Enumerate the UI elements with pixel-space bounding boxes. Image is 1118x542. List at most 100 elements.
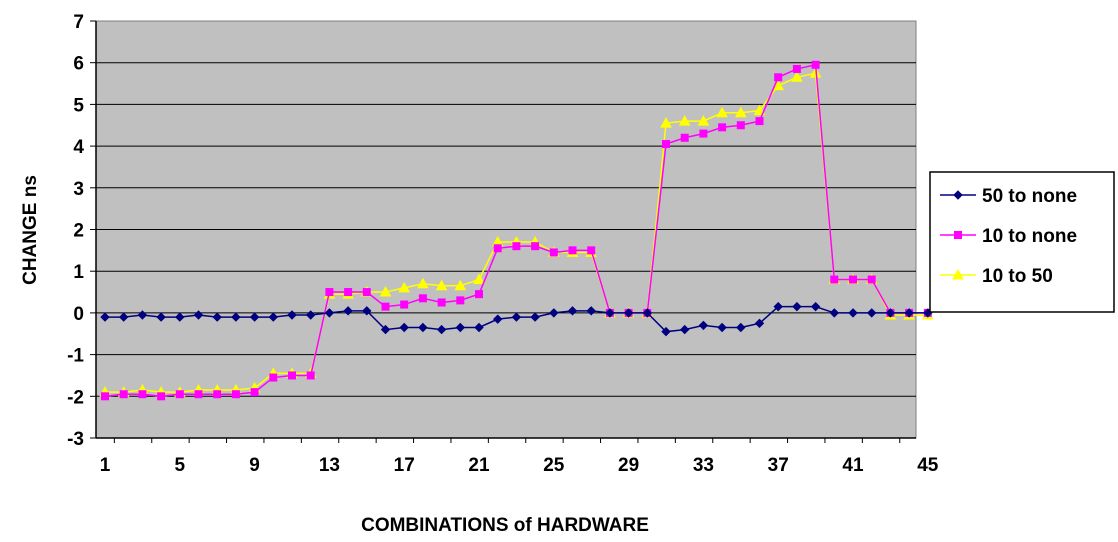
data-point	[100, 312, 110, 322]
data-point	[268, 312, 279, 322]
x-tick-label: 13	[319, 455, 340, 476]
x-tick-label: 33	[693, 455, 714, 476]
data-point	[699, 129, 708, 138]
x-tick-label: 17	[394, 455, 415, 476]
data-point	[753, 104, 766, 116]
data-point	[118, 312, 129, 322]
data-point	[287, 310, 297, 320]
data-point	[157, 392, 166, 401]
data-point	[716, 106, 728, 118]
data-point	[418, 322, 428, 333]
x-axis-tick-labels: 1 5 9 13 17 21 25 29 33 37 41 45	[100, 455, 939, 476]
y-tick-label: 2	[73, 221, 84, 242]
legend-marker	[954, 231, 962, 239]
data-point	[175, 312, 185, 322]
data-point	[231, 390, 240, 399]
data-point	[212, 312, 222, 322]
data-point	[512, 242, 521, 251]
legend: 50 to none 10 to none 10 to 50	[929, 171, 1115, 313]
legend-marker	[952, 268, 964, 280]
series-10-to-none	[101, 60, 932, 401]
y-tick-label: 4	[73, 137, 84, 158]
data-point	[717, 322, 727, 333]
data-point	[269, 373, 278, 382]
data-point	[830, 275, 839, 284]
data-point	[810, 301, 821, 312]
data-point	[193, 310, 204, 320]
legend-label: 10 to 50	[982, 266, 1053, 287]
x-axis-title: COMBINATIONS of HARDWARE	[361, 515, 649, 536]
data-point	[156, 312, 166, 322]
x-tick-label: 41	[842, 455, 864, 476]
x-tick-label: 29	[618, 455, 639, 476]
data-point	[435, 279, 448, 291]
axes	[90, 20, 916, 443]
data-point	[455, 322, 466, 333]
series-lines	[99, 60, 934, 401]
y-tick-label: 1	[73, 262, 84, 283]
data-point	[138, 390, 147, 399]
data-point	[456, 296, 465, 305]
y-tick-label: -3	[67, 429, 84, 450]
data-point	[605, 308, 615, 318]
data-point	[475, 290, 483, 299]
y-axis-tick-labels: -3 -2 -1 0 1 2 3 4 5 6 7	[67, 12, 84, 450]
data-point	[249, 312, 260, 322]
data-point	[362, 306, 372, 316]
data-point	[698, 320, 709, 331]
data-point	[755, 117, 764, 126]
y-tick-label: 0	[73, 304, 84, 325]
data-point	[511, 312, 522, 322]
data-point	[493, 244, 502, 253]
data-point	[454, 279, 467, 291]
data-point	[568, 246, 577, 255]
data-point	[474, 322, 484, 333]
legend-marker	[953, 190, 963, 200]
data-point	[549, 248, 558, 257]
x-tick-label: 9	[249, 455, 260, 476]
data-point	[381, 302, 390, 311]
data-point	[343, 306, 353, 316]
x-tick-label: 5	[175, 455, 186, 476]
data-point	[754, 318, 765, 329]
data-point	[587, 246, 596, 255]
data-point	[399, 322, 409, 333]
series-50-to-none	[100, 301, 933, 337]
data-point	[774, 73, 783, 82]
data-point	[792, 301, 802, 312]
data-point	[660, 117, 672, 128]
legend-label: 50 to none	[982, 186, 1077, 207]
data-point	[848, 308, 858, 318]
y-tick-label: 7	[73, 12, 84, 33]
data-point	[661, 326, 671, 337]
y-tick-label: -1	[67, 346, 84, 367]
data-point	[325, 288, 334, 297]
data-point	[697, 115, 710, 126]
y-tick-label: 3	[73, 179, 84, 200]
data-point	[679, 324, 690, 335]
x-tick-label: 21	[468, 455, 490, 476]
data-point	[379, 286, 392, 297]
data-point	[678, 115, 691, 126]
data-point	[866, 308, 877, 318]
data-point	[849, 275, 857, 284]
x-tick-label: 37	[768, 455, 789, 476]
data-point	[101, 392, 109, 401]
data-point	[473, 273, 485, 285]
y-tick-label: 5	[73, 95, 84, 116]
data-point	[791, 71, 803, 82]
data-point	[718, 123, 727, 132]
data-point	[772, 79, 785, 91]
data-point	[567, 306, 578, 316]
data-point	[811, 60, 820, 69]
data-point	[437, 298, 446, 307]
data-point	[586, 306, 596, 316]
data-point	[400, 300, 409, 309]
y-tick-label: 6	[73, 54, 84, 75]
data-point	[344, 288, 353, 297]
data-point	[194, 390, 203, 399]
data-point	[734, 106, 747, 118]
data-point	[904, 308, 914, 318]
legend-item-10-to-50: 10 to 50	[940, 266, 1053, 287]
